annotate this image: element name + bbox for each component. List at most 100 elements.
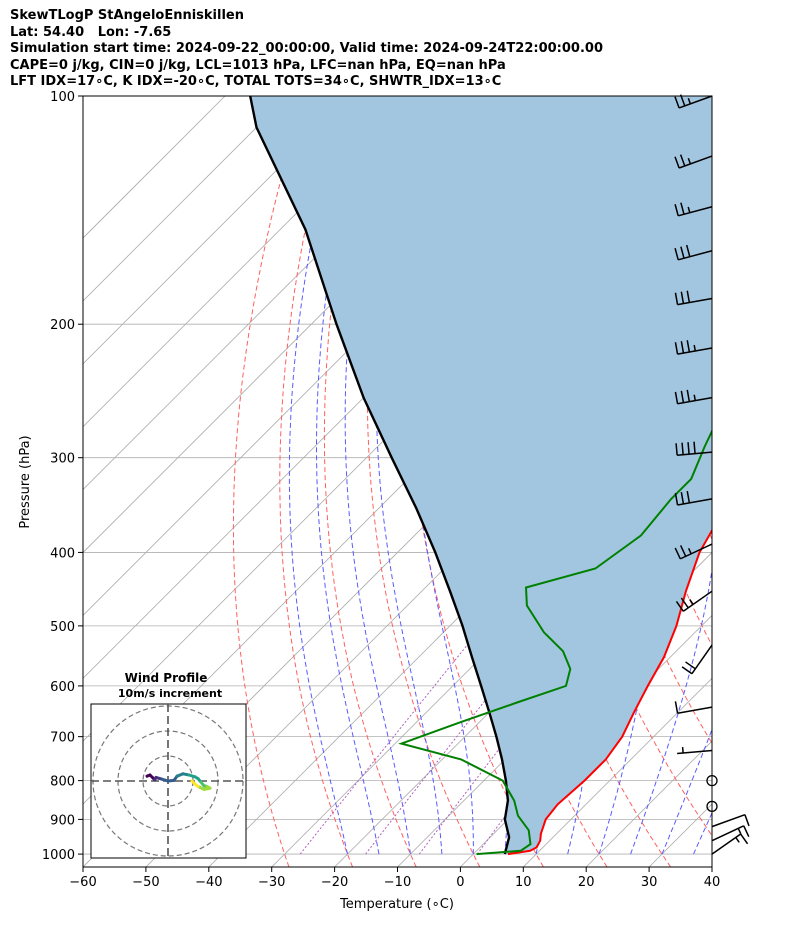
x-axis-label: Temperature (∘C) xyxy=(339,897,454,912)
moist-adiabat xyxy=(661,728,712,855)
x-tick-label: −30 xyxy=(258,875,285,890)
y-tick-label: 600 xyxy=(50,680,75,695)
wind-barb-feather xyxy=(679,545,687,557)
chart-title: SkewTLogP StAngeloEnniskillen xyxy=(10,8,244,23)
time-line: Simulation start time: 2024-09-22_00:00:… xyxy=(10,41,603,56)
wind-barb-staff xyxy=(691,644,713,675)
dry-adiabat xyxy=(728,96,794,867)
dewpoint-line xyxy=(398,428,712,856)
moist-adiabat xyxy=(288,96,348,855)
isotherm xyxy=(83,96,226,239)
dry-adiabat xyxy=(323,96,417,867)
moist-adiabat xyxy=(344,96,411,855)
wind-barb-half-feather xyxy=(687,548,692,555)
wind-barb-feather xyxy=(680,341,685,354)
y-axis-label: Pressure (hPa) xyxy=(18,435,33,528)
wind-barb-half-feather xyxy=(687,157,692,165)
wind-barb-feather xyxy=(740,833,749,845)
wind-barb-half-feather xyxy=(687,97,692,105)
wind-barb-feather xyxy=(674,96,680,109)
calm-wind-marker xyxy=(706,774,718,787)
hodograph-inset: Wind Profile 10m/s increment xyxy=(90,671,247,859)
moist-adiabat xyxy=(375,96,443,855)
wind-barb-feather xyxy=(679,94,686,107)
isotherm xyxy=(711,866,712,867)
hodograph-segment xyxy=(190,779,197,786)
y-tick-label: 800 xyxy=(50,775,75,790)
wind-barb-feather xyxy=(680,291,685,304)
wind-barb-half-feather xyxy=(693,394,696,401)
wind-barb-half-feather xyxy=(681,746,684,754)
wind-barbs xyxy=(674,94,750,855)
moist-adiabat xyxy=(316,96,380,855)
wind-barb-feather xyxy=(680,491,685,505)
parcel-line xyxy=(249,96,511,855)
wind-barb-feather xyxy=(686,340,691,353)
x-tick-label: −50 xyxy=(132,875,159,890)
wind-barb-half-feather xyxy=(689,599,694,605)
y-tick-label: 900 xyxy=(50,813,75,828)
wind-barb-feather xyxy=(686,389,691,402)
location-line: Lat: 54.40 Lon: -7.65 xyxy=(10,24,172,40)
wind-barb-feather xyxy=(674,204,679,217)
x-tick-label: 40 xyxy=(704,875,721,890)
wind-barb-half-feather xyxy=(693,344,696,352)
wind-barb-feather xyxy=(743,825,750,838)
wind-barb-feather xyxy=(674,493,679,506)
cape-area xyxy=(250,96,712,855)
y-tick-label: 300 xyxy=(50,452,75,467)
y-tick-label: 500 xyxy=(50,620,75,635)
y-tick-label: 700 xyxy=(50,731,75,746)
wind-barb-feather xyxy=(675,601,684,612)
isotherm xyxy=(83,96,352,365)
wind-barb-feather xyxy=(679,154,686,167)
isotherm xyxy=(83,96,414,428)
x-tick-label: −10 xyxy=(384,875,411,890)
isotherm xyxy=(334,489,712,867)
wind-barb-feather xyxy=(680,597,689,609)
x-tick-label: −60 xyxy=(69,875,96,890)
wind-barb-feather xyxy=(674,391,679,404)
wind-barb-feather xyxy=(674,701,679,714)
inset-title: Wind Profile xyxy=(125,671,208,685)
wind-barb-feather xyxy=(680,246,685,259)
dry-adiabat xyxy=(761,96,794,867)
wind-barb-feather xyxy=(674,292,679,305)
x-tick-label: 10 xyxy=(515,875,532,890)
wind-barb-staff xyxy=(677,498,713,506)
y-tick-label: 200 xyxy=(50,318,75,333)
wind-barb-feather xyxy=(675,443,678,456)
wind-barb-feather xyxy=(687,442,690,455)
wind-barb-feather xyxy=(674,342,679,355)
dry-adiabat xyxy=(232,96,306,867)
cape-line: CAPE=0 j/kg, CIN=0 j/kg, LCL=1013 hPa, L… xyxy=(10,57,506,73)
isotherm xyxy=(83,96,289,302)
wind-barb-feather xyxy=(680,390,685,403)
wind-barb-half-feather xyxy=(687,206,691,213)
x-tick-label: 20 xyxy=(578,875,595,890)
wind-barb-half-feather xyxy=(737,828,742,835)
wind-barb-feather xyxy=(674,248,679,260)
wind-barb-feather xyxy=(681,442,684,455)
wind-barb-feather xyxy=(680,202,685,215)
wind-barb-feather xyxy=(681,666,693,675)
wind-barb-half-feather xyxy=(735,837,740,843)
inset-subtitle: 10m/s increment xyxy=(118,687,222,700)
wind-barb-feather xyxy=(744,814,750,827)
wind-barb-staff xyxy=(678,155,713,169)
wind-barb-staff xyxy=(711,833,742,855)
x-tick-label: 30 xyxy=(641,875,658,890)
y-tick-label: 400 xyxy=(50,546,75,561)
wind-barb-feather xyxy=(693,441,696,454)
wind-barb-feather xyxy=(685,661,696,670)
x-tick-label: −40 xyxy=(195,875,222,890)
cape-fill xyxy=(250,96,712,855)
x-tick-label: 0 xyxy=(456,875,464,890)
y-tick-label: 100 xyxy=(50,90,75,105)
moist-adiabat xyxy=(725,96,794,854)
wind-barb-feather xyxy=(674,156,680,169)
wind-barb-staff xyxy=(677,706,713,714)
calm-wind-marker xyxy=(706,800,718,812)
wind-barb-feather xyxy=(674,547,681,560)
